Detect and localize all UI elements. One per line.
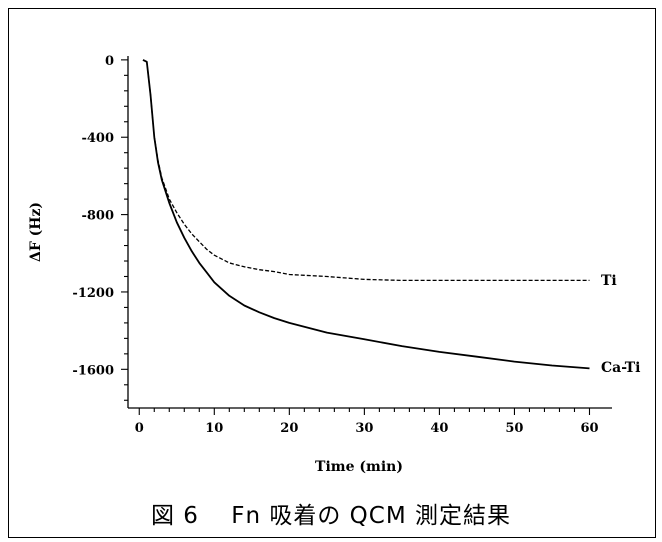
series-lines <box>142 59 590 370</box>
figure-caption: 図 6 Fn 吸着の QCM 測定結果 <box>150 503 511 529</box>
x-tick-label: 40 <box>430 421 448 436</box>
series-label-ti: Ti <box>601 273 617 289</box>
y-tick-label: 0 <box>105 54 114 69</box>
y-tick-label: -400 <box>81 131 114 146</box>
y-tick-label: -800 <box>81 209 114 224</box>
y-axis-title: ΔF (Hz) <box>28 202 44 262</box>
axes <box>127 56 612 409</box>
x-axis-title: Time (min) <box>315 459 403 475</box>
x-tick-label: 60 <box>580 421 598 436</box>
y-tick-label: -1200 <box>72 286 114 301</box>
y-tick-label: -1600 <box>72 363 114 378</box>
series-line-ti <box>142 59 590 282</box>
series-label-ca-ti: Ca-Ti <box>601 360 640 376</box>
x-tick-label: 10 <box>205 421 223 436</box>
x-tick-label: 50 <box>505 421 523 436</box>
x-tick-label: 30 <box>355 421 373 436</box>
x-tick-label: 20 <box>280 421 298 436</box>
figure-frame <box>8 8 656 538</box>
x-tick-label: 0 <box>135 421 144 436</box>
series-line-ca-ti <box>142 59 590 370</box>
ticks: 0 10 20 30 40 50 60 0 -400 -800 -1200 -1600 <box>72 54 598 436</box>
